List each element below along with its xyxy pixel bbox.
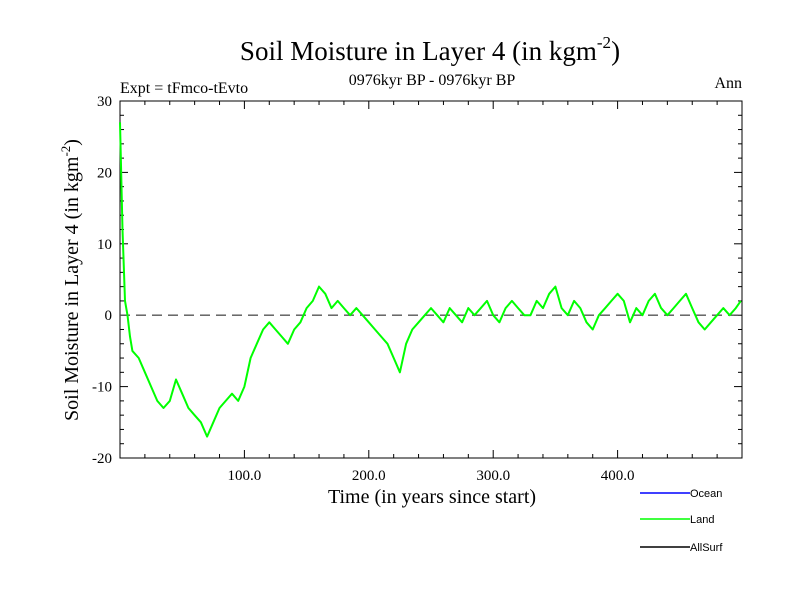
season-label: Ann [714, 75, 742, 92]
chart-title-close: ) [611, 36, 620, 66]
x-tick-label: 400.0 [601, 468, 635, 484]
x-tick-label: 200.0 [352, 468, 386, 484]
y-tick-label: 30 [97, 94, 112, 110]
x-axis-label: Time (in years since start) [328, 486, 536, 508]
legend-label-land: Land [690, 514, 714, 526]
y-axis-label-main: Soil Moisture in Layer 4 (in kgm [61, 156, 83, 421]
y-tick-label: -20 [92, 451, 112, 467]
y-tick-label: 10 [97, 237, 112, 253]
chart-title-main: Soil Moisture in Layer 4 (in kgm [240, 36, 597, 66]
y-axis-ticks: -20 -10 0 10 20 30 [92, 94, 742, 467]
legend: Ocean Land AllSurf [640, 488, 723, 554]
series-line-land [119, 122, 742, 438]
x-axis-ticks: 100.0 200.0 300.0 400.0 [144, 101, 718, 484]
y-axis-label-close: ) [61, 139, 83, 146]
chart-title: Soil Moisture in Layer 4 (in kgm-2) [240, 33, 620, 66]
y-axis-label: Soil Moisture in Layer 4 (in kgm-2) [58, 139, 83, 421]
y-axis-label-superscript: -2 [58, 146, 73, 157]
x-tick-label: 300.0 [476, 468, 510, 484]
legend-label-allsurf: AllSurf [690, 542, 723, 554]
chart-title-superscript: -2 [597, 33, 611, 52]
x-tick-label: 100.0 [228, 468, 262, 484]
series-group [119, 122, 742, 438]
legend-label-ocean: Ocean [690, 488, 722, 500]
y-tick-label: -10 [92, 380, 112, 396]
y-tick-label: 0 [105, 308, 113, 324]
period-label: 0976kyr BP - 0976kyr BP [349, 72, 516, 89]
y-tick-label: 20 [97, 165, 112, 181]
experiment-label: Expt = tFmco-tEvto [120, 80, 248, 97]
plot-frame [119, 100, 743, 459]
